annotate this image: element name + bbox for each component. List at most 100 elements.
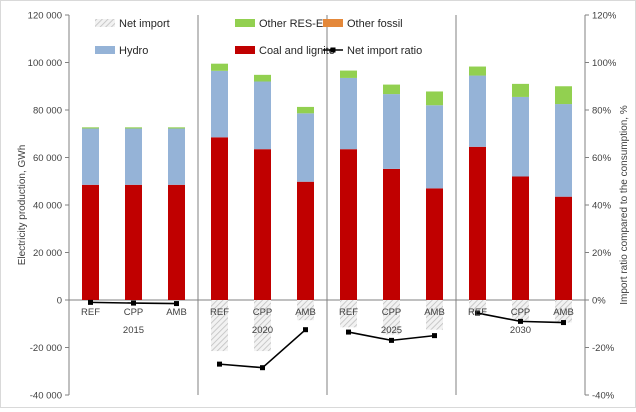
legend-label: Other RES-E — [259, 18, 323, 30]
legend-swatch — [95, 46, 115, 54]
legend-label: Hydro — [119, 45, 148, 57]
net-import-bar — [469, 300, 486, 314]
axes-layer: -40 000 -20 000 0 20 000 40 000 60 000 80 000 1… — [17, 11, 630, 402]
other-res-bar — [297, 106, 314, 114]
coal-lignite-bar — [512, 176, 529, 300]
net-import-ratio-marker — [389, 337, 394, 343]
y-left-tick-label: 20 000 — [33, 248, 62, 259]
coal-lignite-bar — [555, 196, 572, 300]
scenario-label: REF — [468, 307, 487, 318]
coal-lignite-bar — [211, 137, 228, 300]
bars-layer — [82, 63, 572, 352]
group-label: 2015 — [123, 325, 144, 336]
coal-lignite-bar — [82, 184, 99, 300]
y-right-tick-label: 120% — [592, 11, 617, 22]
hydro-bar — [383, 94, 400, 169]
coal-lignite-bar — [254, 149, 271, 300]
y-right-tick-label: 100% — [592, 58, 617, 69]
net-import-ratio-marker — [432, 333, 437, 339]
y-right-tick-label: 40% — [592, 201, 612, 212]
net-import-bar — [211, 300, 228, 352]
scenario-label: REF — [210, 307, 229, 318]
y-right-tick-label: -20% — [592, 343, 615, 354]
hydro-bar — [297, 113, 314, 182]
legend-layer: Net import Other RES-E Other fossil Hydro Co… — [95, 18, 422, 57]
legend-swatch — [95, 19, 115, 27]
scenario-label: REF — [339, 307, 358, 318]
net-import-bar — [340, 300, 357, 328]
hydro-bar — [340, 77, 357, 150]
net-import-bar — [383, 300, 400, 335]
other-res-bar — [125, 127, 142, 129]
scenario-label: CPP — [382, 307, 402, 318]
net-import-bar — [555, 300, 572, 323]
y-right-tick-label: 80% — [592, 106, 612, 117]
y-left-tick-label: 60 000 — [33, 153, 62, 164]
coal-lignite-bar — [340, 149, 357, 300]
hydro-bar — [512, 96, 529, 177]
net-import-ratio-marker — [475, 310, 480, 316]
y-left-tick-label: -40 000 — [30, 391, 62, 402]
labels-layer: REF CPP AMB 2015 REF CPP AMB 2020 REF CPP AMB 2025 R… — [81, 307, 574, 336]
ratio-line-layer — [88, 299, 566, 371]
group-label: 2020 — [252, 325, 273, 336]
other-res-bar — [168, 127, 185, 129]
coal-lignite-bar — [168, 184, 185, 300]
legend-label: Coal and lignite — [259, 45, 335, 57]
scenario-label: CPP — [124, 307, 144, 318]
legend-swatch-marker — [330, 47, 336, 53]
other-res-bar — [383, 84, 400, 95]
other-res-bar — [469, 66, 486, 76]
coal-lignite-bar — [297, 181, 314, 300]
net-import-bar — [512, 300, 529, 321]
other-res-bar — [82, 127, 99, 129]
y-left-tick-label: 100 000 — [28, 58, 62, 69]
other-res-bar — [555, 86, 572, 105]
y-left-tick-label: 40 000 — [33, 201, 62, 212]
y-left-tick-label: 120 000 — [28, 11, 62, 22]
net-import-ratio-marker — [174, 301, 179, 307]
y-right-tick-label: -40% — [592, 391, 615, 402]
net-import-ratio-marker — [260, 365, 265, 371]
other-res-bar — [512, 83, 529, 97]
y-right-tick-label: 60% — [592, 153, 612, 164]
y-left-tick-label: -20 000 — [30, 343, 62, 354]
y-left-axis-title: Electricity production, GWh — [17, 145, 28, 266]
legend-label: Other fossil — [347, 18, 403, 30]
net-import-ratio-marker — [346, 329, 351, 335]
scenario-label: CPP — [253, 307, 273, 318]
group-label: 2030 — [510, 325, 531, 336]
scenario-label: REF — [81, 307, 100, 318]
scenario-label: AMB — [295, 307, 316, 318]
legend-label: Net import ratio — [347, 45, 422, 57]
net-import-ratio-marker — [518, 318, 523, 324]
y-right-tick-label: 20% — [592, 248, 612, 259]
hydro-bar — [469, 75, 486, 147]
y-right-tick-label: 0% — [592, 296, 606, 307]
hydro-bar — [555, 104, 572, 197]
net-import-bar — [426, 300, 443, 330]
net-import-ratio-marker — [217, 361, 222, 367]
other-res-bar — [211, 63, 228, 71]
hydro-bar — [254, 81, 271, 150]
other-res-bar — [426, 91, 443, 106]
net-import-bar — [254, 300, 271, 352]
coal-lignite-bar — [426, 188, 443, 300]
net-import-ratio-marker — [561, 320, 566, 326]
net-import-bar — [297, 300, 314, 321]
other-res-bar — [254, 74, 271, 82]
coal-lignite-bar — [383, 168, 400, 300]
scenario-label: AMB — [553, 307, 574, 318]
other-res-bar — [340, 70, 357, 78]
net-import-ratio-marker — [303, 327, 308, 333]
hydro-bar — [82, 128, 99, 185]
scenario-label: CPP — [511, 307, 531, 318]
coal-lignite-bar — [125, 184, 142, 300]
y-left-tick-label: 80 000 — [33, 106, 62, 117]
group-label: 2025 — [381, 325, 402, 336]
hydro-bar — [211, 70, 228, 138]
scenario-label: AMB — [424, 307, 445, 318]
legend-swatch — [323, 19, 343, 27]
